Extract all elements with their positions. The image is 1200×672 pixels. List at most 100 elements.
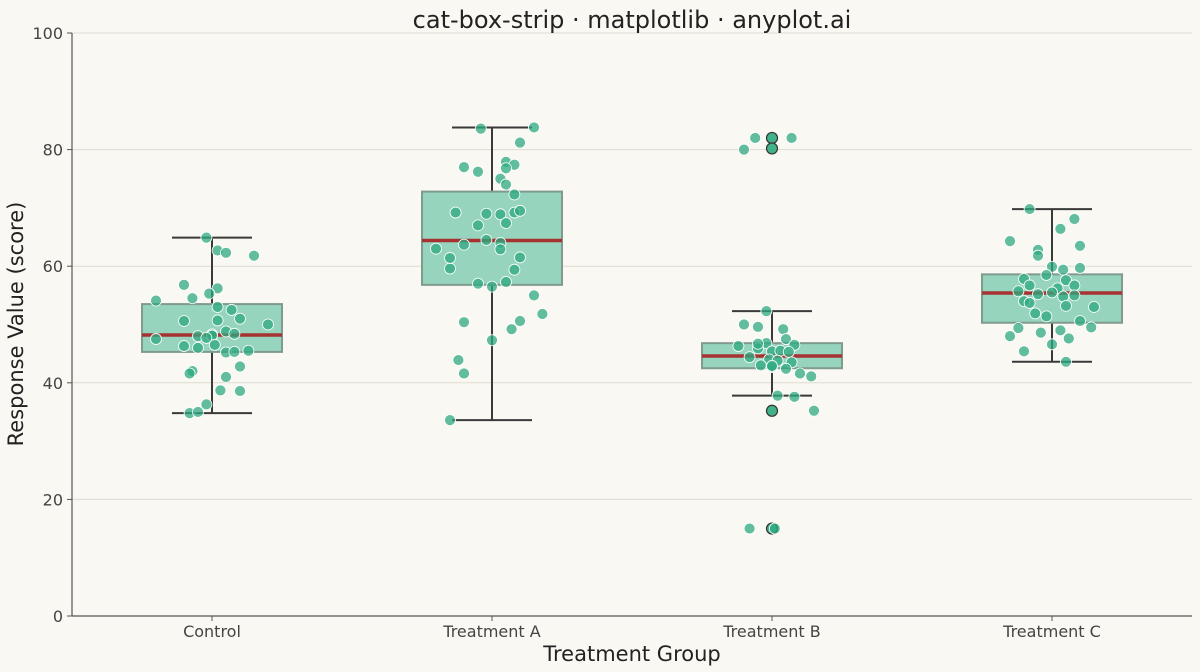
data-point <box>1046 338 1058 351</box>
data-point <box>150 294 162 307</box>
grid-lines <box>72 32 1192 500</box>
data-point <box>1032 288 1044 301</box>
data-point <box>474 122 487 135</box>
data-point <box>536 308 549 320</box>
data-point <box>1088 301 1100 313</box>
data-point <box>1040 310 1053 323</box>
data-point <box>1023 297 1036 309</box>
data-point <box>749 132 762 144</box>
data-point <box>444 252 456 264</box>
data-point <box>458 161 470 173</box>
x-axis-label: Treatment Group <box>542 642 720 666</box>
data-point <box>458 367 470 380</box>
outlier-marker <box>765 404 779 417</box>
data-point <box>183 367 196 380</box>
data-point <box>444 414 456 427</box>
data-point <box>743 522 756 535</box>
data-point <box>472 165 484 178</box>
data-point <box>805 370 818 383</box>
data-point <box>494 208 507 221</box>
data-point <box>1074 262 1086 274</box>
data-point <box>514 136 526 149</box>
data-point <box>780 362 792 375</box>
data-point <box>500 178 512 191</box>
data-point <box>262 318 274 331</box>
data-point <box>505 323 518 336</box>
data-point <box>788 390 801 403</box>
data-point <box>785 132 798 144</box>
data-point <box>1062 332 1075 345</box>
data-point <box>150 333 162 345</box>
data-point <box>508 263 521 276</box>
data-point <box>1054 324 1067 337</box>
outlier-marker <box>765 142 779 155</box>
data-point <box>220 246 232 259</box>
data-point <box>225 304 238 316</box>
data-point <box>1032 249 1044 262</box>
x-tick-label: Control <box>183 622 241 641</box>
y-tick-label: 20 <box>43 490 63 509</box>
data-point <box>752 337 764 350</box>
data-point <box>1023 279 1036 292</box>
data-point <box>1012 285 1025 298</box>
y-tick-label: 80 <box>43 141 63 160</box>
data-point <box>780 333 792 345</box>
chart-title: cat-box-strip · matplotlib · anyplot.ai <box>413 6 852 34</box>
data-point <box>1068 213 1081 225</box>
y-tick-label: 40 <box>43 374 63 393</box>
y-axis-label: Response Value (score) <box>4 202 28 447</box>
data-point <box>1074 239 1086 252</box>
data-point <box>771 389 784 402</box>
data-point <box>220 371 232 383</box>
x-tick-label: Treatment C <box>1002 622 1101 641</box>
data-point <box>1060 274 1072 287</box>
data-point <box>178 315 190 327</box>
y-tick-label: 0 <box>53 607 63 626</box>
data-point <box>480 207 493 220</box>
data-point <box>1068 279 1081 292</box>
data-point <box>486 280 498 293</box>
data-point <box>528 121 540 134</box>
data-point <box>208 339 221 351</box>
data-point <box>500 162 512 175</box>
x-tick-label: Treatment A <box>442 622 541 641</box>
data-point <box>200 398 213 411</box>
data-point <box>760 305 773 317</box>
data-point <box>234 385 246 397</box>
data-point <box>528 289 540 302</box>
data-point <box>234 312 246 325</box>
data-point <box>1068 289 1081 302</box>
data-point <box>754 359 767 372</box>
data-point <box>500 217 512 229</box>
data-point <box>178 340 190 352</box>
data-point <box>1046 260 1058 273</box>
data-point <box>228 327 241 340</box>
data-point <box>211 314 224 327</box>
data-point <box>186 292 199 305</box>
data-point <box>732 340 745 352</box>
data-point <box>1004 330 1016 343</box>
data-point <box>211 301 224 313</box>
data-point <box>1060 299 1072 312</box>
data-point <box>768 522 781 535</box>
data-point <box>738 318 750 331</box>
data-point <box>1004 235 1016 248</box>
data-point <box>472 219 484 232</box>
data-point <box>192 341 204 354</box>
data-point <box>514 251 526 264</box>
data-point <box>494 243 507 256</box>
data-point <box>1060 355 1072 368</box>
data-point <box>228 346 241 358</box>
data-point <box>211 282 224 295</box>
data-point <box>514 315 526 327</box>
data-point <box>452 354 465 366</box>
data-point <box>449 206 462 219</box>
data-point <box>192 406 204 418</box>
data-point <box>200 231 213 244</box>
data-point <box>1018 345 1030 358</box>
data-point <box>242 344 255 357</box>
data-point <box>444 262 456 275</box>
data-point <box>514 204 526 217</box>
data-point <box>500 276 512 288</box>
